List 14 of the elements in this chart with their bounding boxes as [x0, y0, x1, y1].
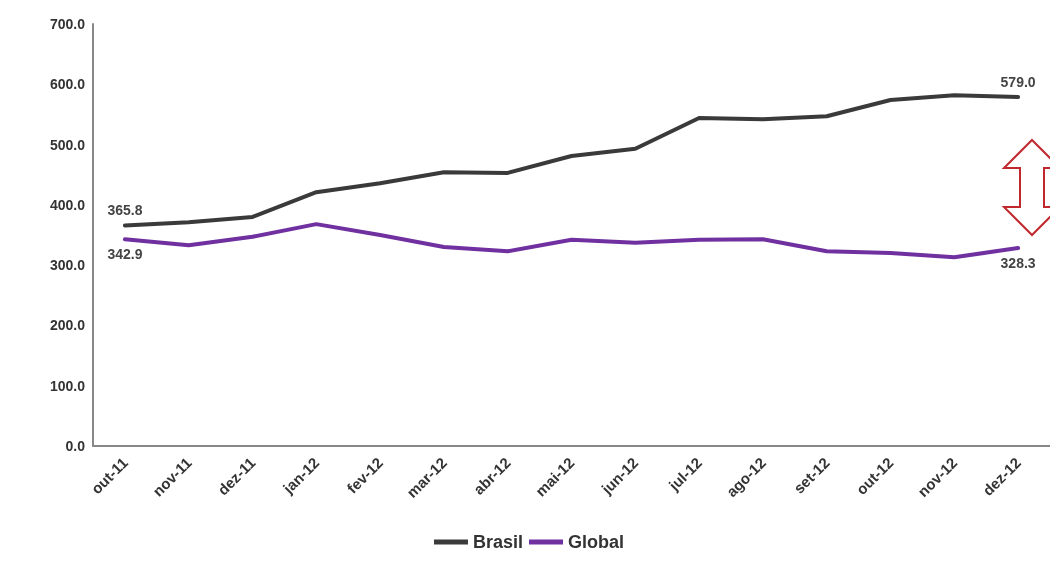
y-tick-label: 300.0 — [49, 257, 86, 274]
data-label: 328.3 — [1000, 255, 1036, 272]
y-tick-label: 700.0 — [49, 16, 86, 32]
y-tick-label: 400.0 — [49, 196, 86, 213]
y-tick-label: 100.0 — [49, 377, 86, 394]
legend-label: Brasil — [472, 532, 524, 552]
data-label: 365.8 — [107, 202, 143, 219]
y-tick-label: 0.0 — [65, 438, 86, 454]
data-label: 342.9 — [107, 246, 143, 263]
y-tick-label: 600.0 — [49, 76, 86, 93]
y-tick-label: 500.0 — [49, 136, 86, 153]
y-tick-label: 200.0 — [49, 317, 86, 334]
legend-label: Global — [568, 532, 625, 552]
data-label: 579.0 — [1000, 73, 1036, 90]
